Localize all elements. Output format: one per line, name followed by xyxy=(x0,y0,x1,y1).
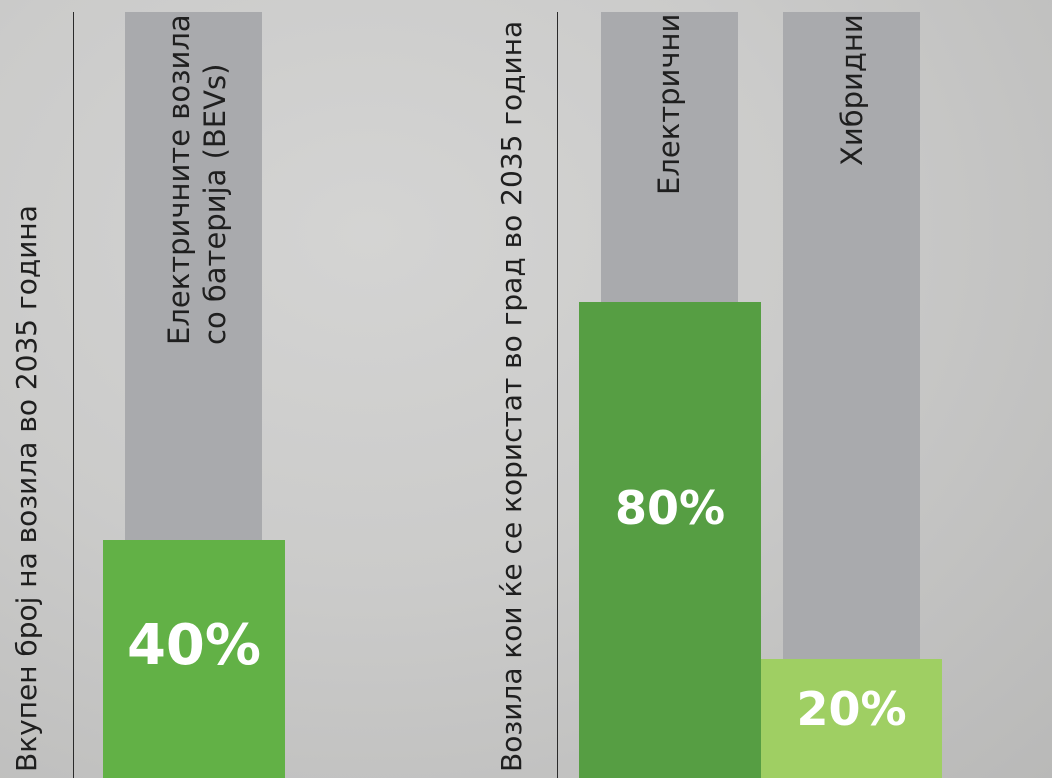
bar xyxy=(579,302,761,778)
axis-line xyxy=(73,12,74,778)
axis-line xyxy=(557,12,558,778)
category-label: Електричните возила со батерија (BEVs) xyxy=(161,14,233,345)
data-label: 40% xyxy=(103,613,285,678)
category-label: Хибридни xyxy=(834,14,870,166)
category-label: Електрични xyxy=(651,14,687,195)
y-axis-label: Вкупен број на возила во 2035 година xyxy=(10,205,43,772)
data-label: 20% xyxy=(761,682,942,736)
y-axis-label: Возила кои ќе се користат во град во 203… xyxy=(495,21,528,772)
data-label: 80% xyxy=(579,481,761,535)
